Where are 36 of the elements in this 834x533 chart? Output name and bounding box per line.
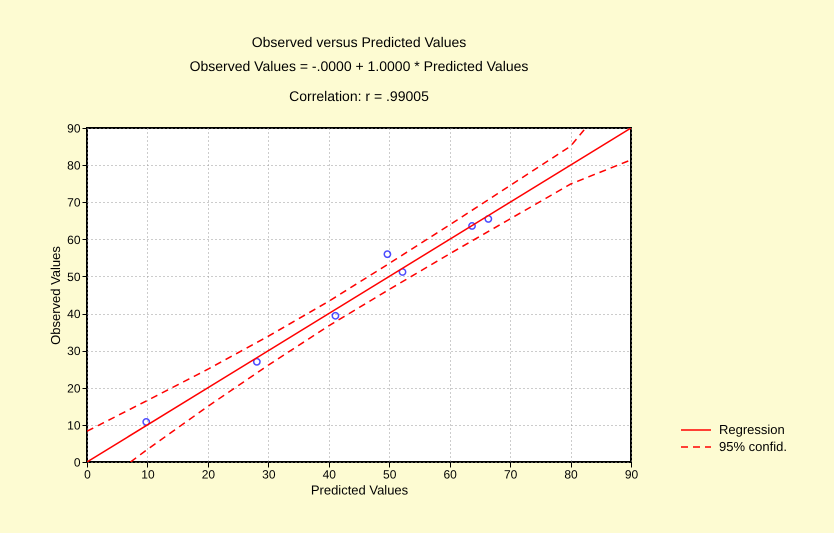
x-tick-label: 70 — [504, 468, 518, 482]
legend-label: 95% confid. — [719, 439, 787, 454]
point — [398, 268, 406, 276]
text: Correlation: r = .99005 — [289, 88, 430, 104]
x-tick-label: 90 — [624, 468, 638, 482]
y-tick-label: 40 — [67, 307, 81, 322]
x-tick-label: 30 — [262, 468, 276, 482]
point — [142, 418, 150, 426]
point — [383, 250, 392, 258]
x-tick-label: 40 — [322, 468, 336, 482]
y-tick-label: 50 — [67, 270, 81, 284]
chart-subtitle: Observed Values = -.0000 + 1.0000 * Predicted Values — [190, 58, 528, 74]
legend-label: Regression — [719, 422, 785, 437]
y-tick-label: 10 — [67, 418, 81, 432]
x-tick-label: 50 — [383, 468, 397, 482]
x-tick-label: 60 — [443, 468, 458, 482]
x-tick-label: 80 — [564, 468, 578, 482]
line-series — [130, 159, 631, 462]
x-tick-label: 0 — [84, 468, 92, 482]
y-tick-label: 20 — [67, 381, 81, 396]
y-tick-label: 0 — [74, 456, 81, 470]
y-tick-label: 90 — [67, 122, 81, 136]
y-tick-label: 30 — [67, 344, 81, 358]
point — [332, 312, 340, 320]
x-tick-label: 10 — [141, 468, 155, 482]
point — [468, 222, 476, 230]
x-axis-title: Predicted Values — [310, 482, 409, 498]
point — [484, 215, 492, 223]
chart-title: Observed versus Predicted Values — [252, 34, 466, 50]
point — [252, 358, 261, 366]
y-tick-label: 70 — [67, 196, 81, 210]
line-series — [87, 128, 586, 432]
y-tick-label: 60 — [67, 232, 81, 247]
x-tick-label: 20 — [202, 468, 216, 482]
y-axis-title: Observed Values — [48, 246, 64, 345]
y-tick-label: 80 — [67, 158, 81, 173]
